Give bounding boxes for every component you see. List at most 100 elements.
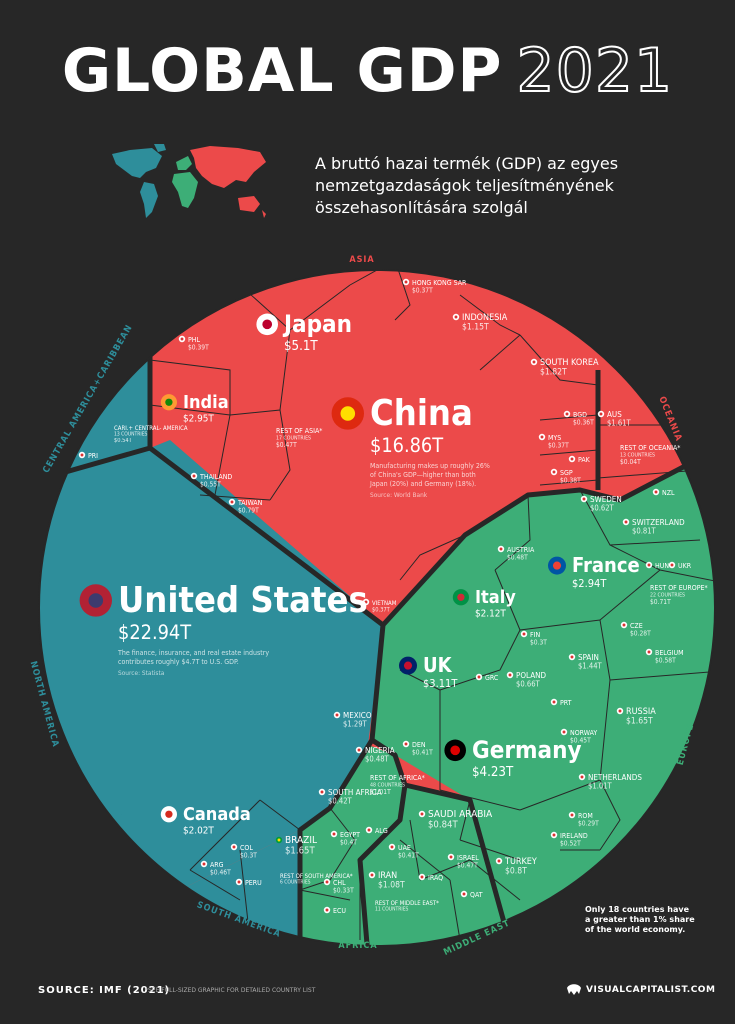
country-sub: 11 COUNTRIES [375,907,409,913]
country-label: NORWAY [570,729,597,737]
cell-egypt: EGYPT$0.4T [330,830,360,846]
cell-nzl: NZL [652,488,675,497]
chart-subtitle: A bruttó hazai termék (GDP) az egyes nem… [315,154,619,217]
country-label: CARI.+ CENTRAL- AMERICA [114,425,188,432]
source-label: SOURCE: IMF (2021) [38,985,171,996]
cell-ireland: IRELAND$0.52T [550,831,588,847]
country-label: REST OF MIDDLE EAST* [375,900,439,907]
country-label: THAILAND [199,473,232,481]
credit-label: VISUALCAPITALIST.COM [586,985,716,995]
cell-israel: ISRAEL$0.47T [447,853,479,869]
cell-rest-of-europe: REST OF EUROPE*22 COUNTRIES$0.71T [650,584,708,606]
cell-rest-of-oceania: REST OF OCEANIA*13 COUNTRIES$0.04T [620,444,680,466]
cell-sweden: SWEDEN$0.62T [580,495,622,512]
country-value: $2.94T [572,577,607,590]
cell-mys: MYS$0.37T [538,433,569,449]
country-value: $1.01T [370,788,391,796]
country-value: $0.66T [516,679,541,688]
cell-uae: UAE$0.41T [388,843,419,859]
title-main: GLOBAL GDP [61,36,503,106]
country-value: $0.41T [412,748,433,756]
country-label: ALG [375,827,388,835]
country-label: UK [423,653,453,677]
country-label: CZE [630,622,643,630]
country-value: $0.28T [630,629,651,637]
country-note: The finance, insurance, and real estate … [117,649,269,657]
country-label: EGYPT [340,831,360,839]
country-label: SWITZERLAND [632,518,685,527]
vc-logo-icon [567,984,581,995]
country-value: $1.65T [285,846,315,857]
country-label: PERU [245,879,262,887]
country-sub: 48 COUNTRIES [370,783,405,789]
country-value: $0.48T [507,553,528,561]
country-label: COL [240,844,253,852]
cell-hong-kong-sar: HONG KONG SAR$0.37T [402,278,467,294]
cell-cze: CZE$0.28T [620,621,651,637]
cell-col: COL$0.3T [230,843,257,859]
cell-turkey: TURKEY$0.8T [495,857,537,876]
country-note: contributes roughly $4.7T to U.S. GDP. [118,658,239,666]
country-label: Canada [183,804,251,825]
country-label: Italy [475,587,516,608]
country-label: TAIWAN [237,499,263,507]
country-label: NZL [662,489,675,497]
cell-rom: ROM$0.29T [568,811,599,827]
cell-uk: UK$3.11T [399,653,458,690]
region-canada [39,810,300,946]
country-label: China [370,393,473,434]
country-value: $1.61T [607,418,632,427]
country-value: $0.38T [560,476,581,484]
country-label: AUSTRIA [507,546,535,554]
footnote-detail: *SEE FULL-SIZED GRAPHIC FOR DETAILED COU… [145,987,316,994]
title-year: 2021 [515,35,674,107]
country-label: BELGIUM [655,649,684,657]
country-value: $0.42T [328,796,353,805]
cell-vietnam: VIETNAM$0.37T [362,598,397,613]
country-label: HUN [655,562,669,570]
country-value: $0.58T [655,656,676,664]
cell-switzerland: SWITZERLAND$0.81T [622,518,685,535]
cell-den: DEN$0.41T [402,740,433,756]
region-label: ASIA [349,255,374,265]
cell-russia: RUSSIA$1.65T [616,707,656,726]
country-label: PRT [560,699,572,707]
country-sub: 13 COUNTRIES [114,432,148,438]
cell-hun: HUN [645,561,669,570]
cell-ecu: ECU [323,906,346,915]
cell-chl: CHL$0.33T [323,878,354,894]
cell-prt: PRT [550,698,572,707]
country-label: France [572,553,640,577]
country-value: $0.41T [398,851,419,859]
country-value: $1.29T [343,719,368,728]
cell-belgium: BELGIUM$0.58T [645,648,684,664]
country-label: REST OF ASIA* [276,427,322,435]
country-label: FIN [530,631,540,639]
country-label: INDONESIA [462,313,508,323]
country-label: TURKEY [504,857,537,867]
country-label: PHL [188,336,201,344]
country-value: $2.02T [183,826,214,837]
cell-netherlands: NETHERLANDS$1.01T [578,773,642,790]
country-note: Japan (20%) and Germany (18%). [369,480,476,488]
country-label: IRELAND [560,832,588,840]
country-label: ISRAEL [457,854,479,862]
world-map-icon [112,144,266,218]
country-value: $0.47T [457,861,478,869]
cell-nigeria: NIGERIA$0.48T [355,746,395,763]
region-label: AFRICA [338,941,377,951]
country-sub: 6 COUNTRIES [280,880,311,886]
country-label: QAT [470,891,483,899]
country-label: BRAZIL [285,835,317,846]
country-label: REST OF SOUTH AMERICA* [280,873,353,880]
country-label: GRC [485,674,499,682]
country-value: $0.3T [530,638,547,646]
country-value: $0.33T [333,886,354,894]
cell-brazil: BRAZIL$1.65T [275,835,317,857]
country-value: $0.52T [560,839,581,847]
country-value: $1.82T [540,367,567,377]
cell-sgp: SGP$0.38T [550,468,581,484]
country-label: REST OF EUROPE* [650,584,708,592]
country-label: BGD [573,411,587,419]
